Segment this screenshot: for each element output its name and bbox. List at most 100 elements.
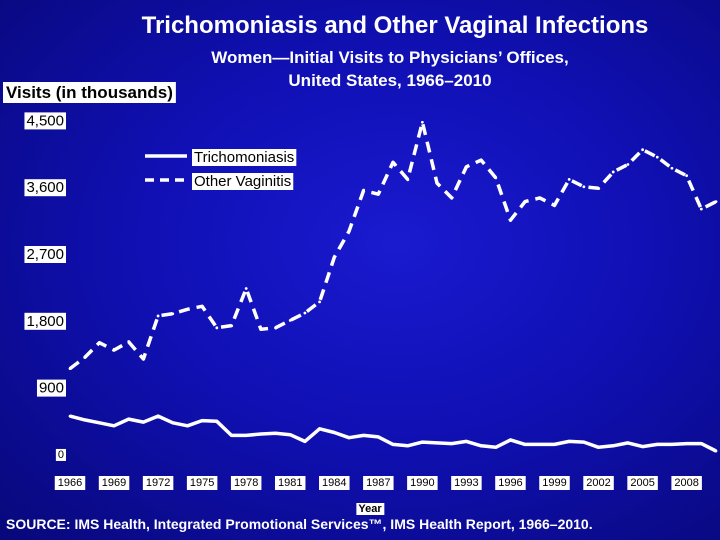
- x-tick-box: [539, 476, 570, 490]
- y-tick-box: [55, 448, 66, 461]
- data-point: [318, 300, 321, 304]
- y-tick-label: 0: [58, 449, 64, 461]
- data-point: [523, 200, 527, 204]
- data-point: [142, 420, 145, 424]
- data-point: [435, 181, 439, 185]
- data-point: [391, 160, 395, 164]
- chart-title: Trichomoniasis and Other Vaginal Infecti…: [141, 12, 649, 39]
- data-point: [509, 438, 512, 442]
- data-point: [200, 419, 204, 422]
- series-line-other-vaginitis: [68, 120, 717, 370]
- data-point: [156, 414, 160, 418]
- data-point: [244, 434, 248, 437]
- data-point: [171, 312, 175, 316]
- data-point: [347, 229, 351, 233]
- data-point: [450, 196, 454, 200]
- y-tick-label: 900: [39, 380, 64, 397]
- y-axis-label-box: [3, 82, 176, 103]
- subtitle-line-1: Women—Initial Visits to Physicians’ Offi…: [211, 48, 569, 67]
- data-point: [68, 367, 72, 371]
- x-tick-label: 1993: [454, 477, 478, 489]
- data-point: [523, 442, 527, 446]
- data-point: [156, 314, 160, 318]
- x-tick-label: 1987: [366, 477, 390, 489]
- x-tick-box: [319, 476, 350, 490]
- data-point: [655, 442, 659, 446]
- data-point: [83, 418, 87, 422]
- data-point: [494, 445, 498, 449]
- data-point: [406, 177, 410, 181]
- data-point: [274, 431, 277, 435]
- y-tick-box: [24, 179, 66, 197]
- data-point: [244, 287, 248, 290]
- subtitle-line-2: United States, 1966–2010: [288, 71, 492, 90]
- x-tick-label: 1969: [102, 477, 126, 489]
- y-tick-label: 2,700: [26, 246, 64, 263]
- data-point: [332, 255, 336, 259]
- data-point: [127, 417, 131, 421]
- data-point: [274, 326, 277, 330]
- x-tick-label: 2005: [630, 477, 654, 489]
- data-point: [435, 441, 439, 445]
- data-point: [479, 444, 483, 448]
- data-point: [582, 440, 586, 444]
- data-point: [303, 439, 307, 443]
- y-tick-box: [36, 379, 66, 397]
- data-point: [406, 444, 410, 448]
- data-point: [655, 155, 659, 159]
- data-point: [567, 177, 571, 181]
- x-tick-box: [495, 476, 526, 490]
- x-axis-label: Year: [358, 503, 382, 515]
- x-tick-box: [98, 476, 130, 490]
- data-point: [230, 324, 233, 327]
- data-point: [376, 192, 380, 196]
- y-tick-box: [24, 312, 66, 330]
- data-point: [626, 163, 630, 166]
- data-point: [362, 434, 366, 437]
- data-point: [553, 203, 556, 207]
- x-tick-box: [671, 476, 702, 490]
- y-tick-box: [24, 246, 66, 263]
- data-point: [699, 207, 703, 211]
- legend-label-box: [192, 173, 294, 190]
- x-tick-box: [363, 476, 394, 490]
- data-point: [714, 449, 718, 453]
- data-point: [332, 431, 336, 434]
- data-point: [127, 340, 131, 344]
- data-point: [479, 158, 483, 162]
- data-point: [142, 357, 145, 361]
- data-point: [582, 185, 586, 189]
- data-point: [597, 445, 600, 449]
- y-tick-label: 1,800: [26, 313, 64, 330]
- x-tick-box: [407, 476, 438, 490]
- data-point: [465, 165, 468, 169]
- data-point: [714, 200, 718, 204]
- x-tick-box: [54, 476, 86, 490]
- data-point: [318, 427, 321, 431]
- data-point: [670, 442, 674, 446]
- data-point: [699, 442, 703, 446]
- data-point: [362, 189, 366, 192]
- x-tick-label: 1972: [146, 477, 170, 489]
- data-point: [259, 327, 263, 331]
- x-tick-label: 1978: [234, 477, 258, 489]
- series-line-trichomoniasis: [69, 414, 717, 453]
- x-tick-label: 2002: [586, 477, 610, 489]
- data-point: [83, 356, 87, 359]
- data-point: [215, 326, 219, 330]
- data-point: [68, 414, 72, 418]
- data-point: [509, 218, 512, 222]
- data-point: [97, 421, 101, 425]
- x-tick-label: 1984: [322, 477, 346, 489]
- data-point: [391, 442, 395, 446]
- data-point: [288, 433, 292, 437]
- data-point: [97, 341, 101, 345]
- y-axis-label: Visits (in thousands): [6, 83, 173, 102]
- data-point: [641, 148, 644, 152]
- data-point: [685, 174, 689, 178]
- x-tick-label: 1966: [58, 477, 82, 489]
- data-point: [685, 442, 689, 446]
- y-tick-label: 4,500: [26, 112, 64, 129]
- x-tick-label: 1975: [190, 477, 214, 489]
- data-point: [288, 319, 292, 322]
